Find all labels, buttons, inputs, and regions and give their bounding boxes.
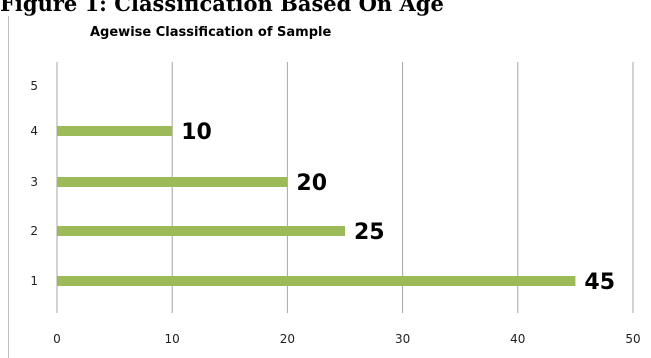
figure-caption: Figure 1: Classification Based On Age	[0, 0, 444, 16]
x-axis-tick-labels: 0 10 20 30 40 50	[53, 332, 640, 346]
bar-2	[57, 226, 345, 236]
data-label-3: 20	[296, 171, 327, 196]
y-tick-label-2: 2	[30, 224, 38, 238]
left-divider-line	[8, 16, 9, 358]
x-tick-label-10: 10	[165, 332, 180, 346]
x-tick-label-40: 40	[510, 332, 525, 346]
y-tick-label-1: 1	[30, 274, 38, 288]
y-tick-label-3: 3	[30, 175, 38, 189]
x-tick-label-30: 30	[395, 332, 410, 346]
bar-1	[57, 276, 576, 286]
y-tick-label-5: 5	[30, 79, 38, 93]
data-labels: 45 25 20 10	[181, 120, 615, 295]
y-axis-tick-labels: 1 2 3 4 5	[30, 79, 38, 288]
data-label-2: 25	[354, 220, 385, 245]
x-tick-label-50: 50	[625, 332, 640, 346]
y-tick-label-4: 4	[30, 124, 38, 138]
bar-4	[57, 126, 173, 136]
bar-3	[57, 177, 288, 187]
gridlines	[56, 62, 634, 313]
data-label-4: 10	[181, 120, 212, 145]
x-tick-label-20: 20	[280, 332, 295, 346]
data-label-1: 45	[584, 270, 615, 295]
chart-title: Agewise Classification of Sample	[90, 25, 332, 40]
x-tick-label-0: 0	[53, 332, 61, 346]
bars	[57, 126, 576, 286]
